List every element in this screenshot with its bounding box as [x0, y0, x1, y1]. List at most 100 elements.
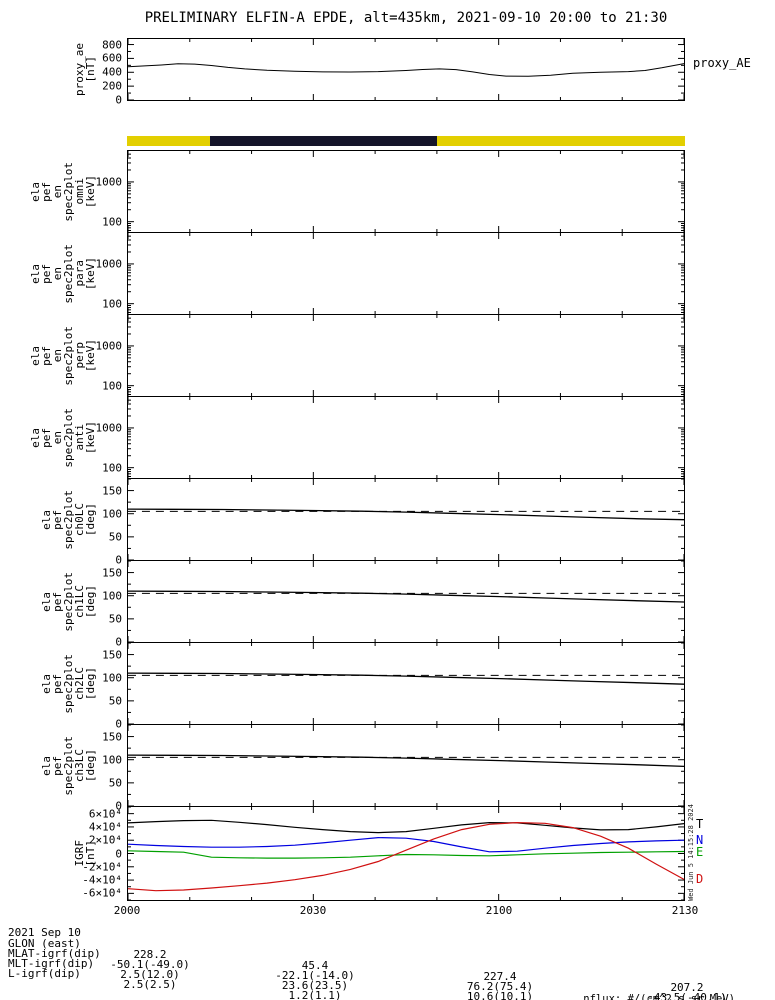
y-tick-label: 100	[102, 379, 122, 393]
y-tick-label: 50	[108, 694, 122, 708]
glon-value: 207.2	[670, 981, 704, 994]
panel-spec-perp: 100 1000 ela pef en spec2plot perp [keV]	[29, 314, 685, 397]
panel-ch1lc: 0 50 100 150 ela pef spec2plot ch1LC [deg]	[40, 560, 685, 649]
spec-omni-ylabel: ela pef en spec2plot omni [keV]	[29, 151, 97, 232]
spec-anti-plot-area	[127, 397, 685, 478]
ch1lc-ylabel: ela pef spec2plot ch1LC [deg]	[40, 561, 97, 642]
series-legend-label: N	[696, 833, 704, 848]
panel-spec-anti: 100 1000 ela pef en spec2plot anti [keV]	[29, 396, 685, 479]
y-tick-label: 6×10⁴	[88, 807, 122, 821]
date-label: 2021 Sep 10	[8, 926, 81, 939]
igrf-plot-area	[127, 806, 685, 901]
spec-perp-plot-area	[127, 315, 685, 396]
ch3lc-ylabel: ela pef spec2plot ch3LC [deg]	[40, 725, 97, 806]
y-tick-label: 400	[102, 65, 122, 79]
proxy-ae-ylabel: proxy_ae [nT]	[73, 39, 97, 100]
ch2lc-plot-area	[127, 642, 685, 725]
y-tick-label: 200	[102, 79, 122, 93]
mlat-value: 76.2(75.4)	[466, 980, 534, 993]
y-tick-label: 50	[108, 612, 122, 626]
glon-value: 45.4	[301, 959, 329, 972]
y-tick-label: 50	[108, 530, 122, 544]
proxy-ae-plot-area	[127, 39, 685, 101]
glon-value: 228.2	[133, 948, 167, 961]
panel-spec-para: 100 1000 ela pef en spec2plot para [keV]	[29, 232, 685, 315]
y-tick-label: -2×10⁴	[82, 860, 122, 874]
y-tick-label: 1000	[95, 175, 123, 189]
y-tick-label: -6×10⁴	[82, 886, 122, 900]
ylabel-word: [keV]	[84, 256, 97, 291]
series-line-D	[127, 821, 685, 892]
y-tick-label: 100	[102, 461, 122, 475]
y-tick-label: 4×10⁴	[88, 820, 122, 834]
series-line-proxy_AE	[127, 63, 685, 77]
y-tick-label: 0	[115, 553, 122, 567]
ch3lc-plot-area	[127, 724, 685, 807]
mlat-value: -43.5(-40.1)	[647, 991, 727, 1000]
mlt-value: 23.6(23.5)	[281, 979, 349, 992]
glon-value: 227.4	[483, 970, 517, 983]
y-tick-label: 1000	[95, 257, 123, 271]
mlt-value: 10.6(10.1)	[466, 990, 534, 1000]
spec-omni-plot-area	[127, 151, 685, 232]
panel-proxy-ae: 0 200 400 600 800 proxy_ae [nT] proxy_AE	[73, 38, 751, 107]
series-legend-label: D	[696, 872, 704, 887]
series-legend-label: T	[696, 816, 704, 831]
y-tick-label: 0	[115, 799, 122, 813]
mlt-label: MLT-igrf(dip)	[8, 957, 95, 970]
x-tick-label: 2030	[299, 904, 327, 917]
y-tick-label: 100	[102, 671, 122, 685]
ylabel-word: [keV]	[84, 338, 97, 373]
ylabel-word: [nT]	[84, 840, 97, 867]
ch1lc-plot-area	[127, 560, 685, 643]
series-line-pitch-angle	[127, 754, 685, 768]
panel-ch0lc: 0 50 100 150 ela pef spec2plot ch0LC [deg]	[40, 478, 685, 567]
y-tick-label: 0	[115, 93, 122, 107]
orbit-colorbar	[127, 136, 685, 146]
y-tick-label: 0	[115, 635, 122, 649]
ylabel-word: [keV]	[84, 420, 97, 455]
lshell-value: 1.2(1.1)	[288, 989, 342, 1000]
y-tick-label: 2×10⁴	[88, 833, 122, 847]
lshell-label: L-igrf(dip)	[8, 967, 81, 980]
x-tick-label: 2100	[485, 904, 513, 917]
y-tick-label: 150	[102, 566, 122, 580]
spec-para-plot-area	[127, 233, 685, 314]
lshell-value: 2.5(2.5)	[123, 978, 177, 991]
mlat-value: -50.1(-49.0)	[110, 958, 190, 971]
y-tick-label: 1000	[95, 339, 123, 353]
y-tick-label: 0	[115, 847, 122, 860]
y-tick-label: 150	[102, 648, 122, 662]
series-legend-label: E	[696, 844, 704, 859]
y-tick-label: -4×10⁴	[82, 873, 122, 887]
mlat-value: -22.1(-14.0)	[275, 969, 355, 982]
glon-label: GLON (east)	[8, 937, 81, 950]
y-tick-label: 100	[102, 507, 122, 521]
y-tick-label: 100	[102, 297, 122, 311]
ylabel-word: [deg]	[84, 666, 97, 701]
x-tick-label: 2000	[113, 904, 141, 917]
ylabel-word: [deg]	[84, 502, 97, 537]
y-tick-label: 600	[102, 51, 122, 65]
proxy-ae-right-label: proxy_AE	[693, 56, 751, 71]
mlt-row: MLT-igrf(dip) 2.5(12.0) 23.6(23.5) 10.6(…	[0, 947, 775, 1000]
y-tick-label: 50	[108, 776, 122, 790]
date-row: 2021 Sep 10	[0, 916, 775, 938]
ch2lc-ylabel: ela pef spec2plot ch2LC [deg]	[40, 643, 97, 724]
panel-spec-omni: 100 1000 ela pef en spec2plot omni [keV]	[29, 150, 685, 233]
mlat-label: MLAT-igrf(dip)	[8, 947, 101, 960]
y-tick-label: 0	[115, 717, 122, 731]
lshell-row: L-igrf(dip) 2.5(2.5) 1.2(1.1) 17.7(16.9)…	[0, 957, 775, 1000]
y-tick-label: 100	[102, 589, 122, 603]
series-line-pitch-angle	[127, 590, 685, 603]
y-tick-label: 100	[102, 753, 122, 767]
y-tick-label: 150	[102, 730, 122, 744]
panel-ch3lc: 0 50 100 150 ela pef spec2plot ch3LC [deg]	[40, 724, 685, 813]
spec-perp-ylabel: ela pef en spec2plot perp [keV]	[29, 315, 97, 396]
spec-anti-ylabel: ela pef en spec2plot anti [keV]	[29, 397, 97, 478]
ylabel-word: [deg]	[84, 748, 97, 783]
spec-para-ylabel: ela pef en spec2plot para [keV]	[29, 233, 97, 314]
y-tick-label: 1000	[95, 421, 123, 435]
